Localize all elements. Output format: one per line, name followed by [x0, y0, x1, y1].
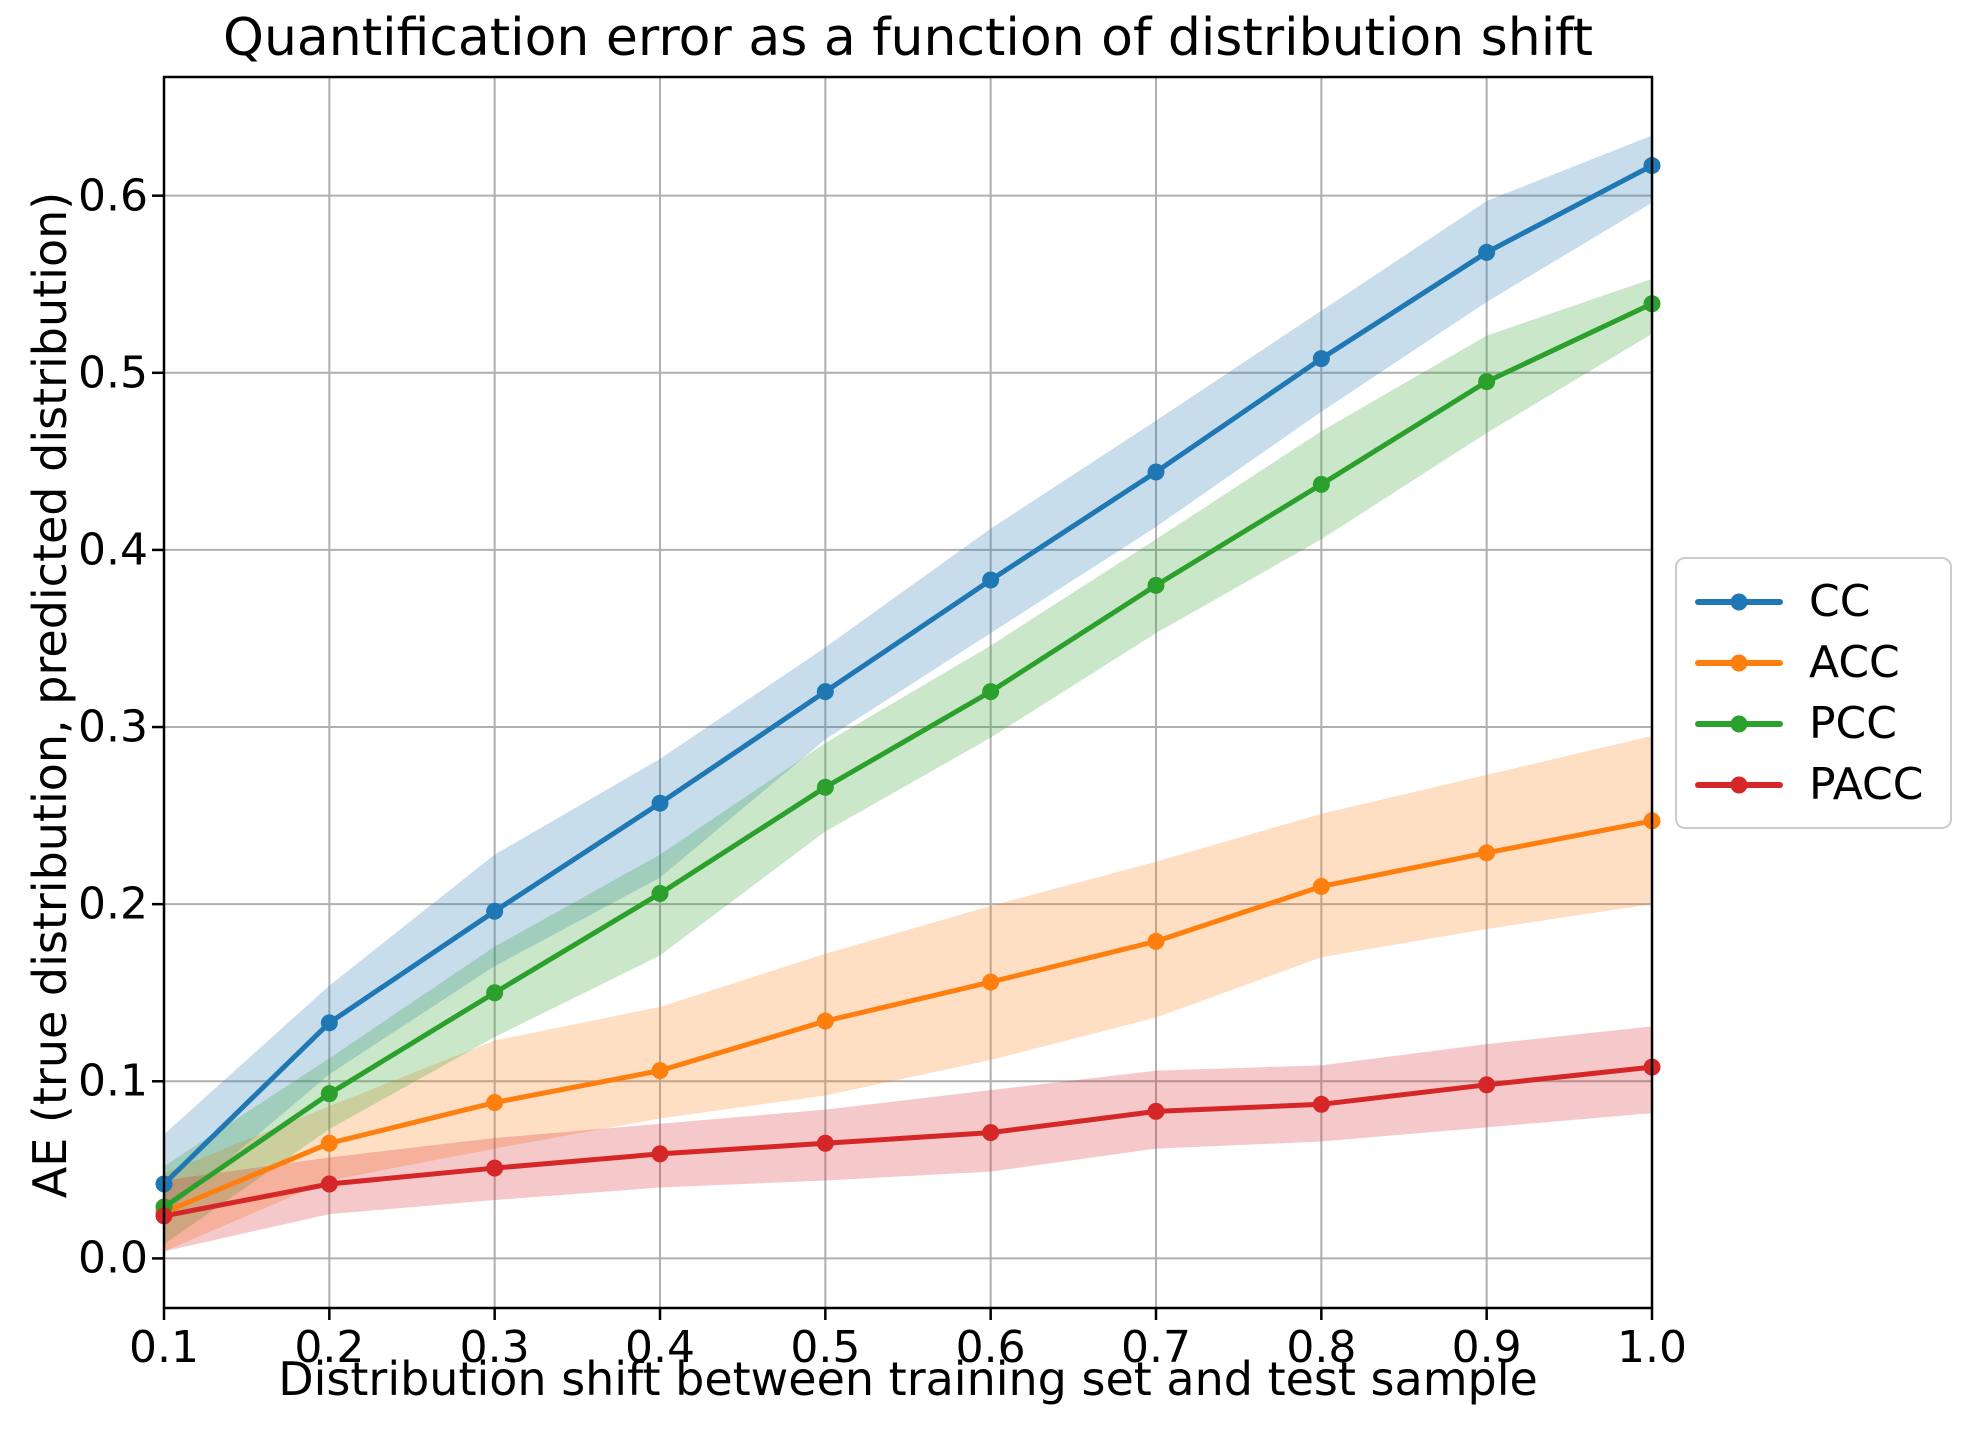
legend-label-acc: ACC [1809, 636, 1900, 688]
legend-line-icon-acc [1695, 654, 1783, 671]
data-point-cc [982, 571, 1000, 589]
y-tick-label: 0.5 [78, 347, 148, 399]
data-point-pacc [320, 1175, 338, 1193]
legend-marker-icon-pcc [1730, 715, 1748, 732]
markers-pcc [155, 295, 1661, 1216]
x-tick-label: 0.8 [1286, 1322, 1357, 1373]
data-point-cc [320, 1014, 338, 1032]
legend-line-icon-pacc [1695, 776, 1783, 793]
x-tick-label: 0.7 [1121, 1322, 1191, 1373]
band-pcc [164, 278, 1652, 1245]
data-point-acc [1312, 877, 1330, 895]
series-markers-layer [155, 157, 1661, 1225]
x-tick-label: 0.3 [459, 1322, 530, 1373]
data-point-pacc [486, 1159, 504, 1177]
legend-marker-icon-acc [1730, 654, 1748, 671]
data-point-pacc [1478, 1076, 1496, 1094]
x-tick-label: 0.6 [955, 1322, 1026, 1373]
markers-pacc [155, 1058, 1661, 1225]
data-point-cc [1478, 243, 1496, 261]
legend-item-pacc: PACC [1695, 754, 1932, 815]
line-pcc [161, 301, 1655, 1210]
y-tick-label: 0.1 [78, 1055, 148, 1107]
data-point-pacc [816, 1134, 834, 1152]
x-tick-label: 1.0 [1617, 1322, 1687, 1373]
data-point-pcc [982, 683, 1000, 701]
y-axis-label: AE (true distribution, predicted distrib… [23, 191, 77, 1199]
line-pacc [161, 1064, 1655, 1219]
data-point-pcc [320, 1085, 338, 1103]
data-point-cc [1312, 350, 1330, 368]
data-point-pcc [486, 984, 504, 1002]
data-point-acc [1147, 932, 1165, 950]
y-tick-label: 0.2 [78, 878, 148, 930]
y-tick-label: 0.3 [78, 701, 148, 753]
tick-marks-layer [152, 194, 1654, 1320]
legend-marker-icon-pacc [1730, 776, 1748, 793]
data-point-acc [1478, 844, 1496, 862]
line-cc [161, 163, 1655, 1187]
y-tick-label: 0.6 [78, 170, 148, 222]
data-point-pcc [1312, 475, 1330, 493]
x-tick-label: 0.4 [625, 1322, 695, 1373]
data-point-acc [816, 1012, 834, 1030]
legend-item-acc: ACC [1695, 632, 1932, 693]
data-point-acc [486, 1094, 504, 1112]
legend-label-pcc: PCC [1809, 697, 1897, 749]
band-cc [164, 135, 1652, 1215]
x-tick-label: 0.1 [129, 1322, 199, 1373]
data-point-pcc [816, 778, 834, 796]
data-point-cc [651, 794, 669, 812]
data-point-pacc [651, 1145, 669, 1163]
legend-line-icon-pcc [1695, 715, 1783, 732]
band-acc [164, 735, 1652, 1252]
data-point-cc [486, 902, 504, 920]
data-point-acc [982, 973, 1000, 991]
series-lines-layer [161, 163, 1655, 1219]
x-axis-label: Distribution shift between training set … [278, 1352, 1538, 1406]
data-point-acc [651, 1062, 669, 1080]
legend-marker-icon-cc [1730, 593, 1748, 610]
legend: CC ACC PCC PACC [1675, 557, 1952, 829]
data-point-pacc [1147, 1102, 1165, 1120]
data-point-pcc [651, 885, 669, 903]
y-tick-label: 0.0 [78, 1232, 148, 1284]
data-point-pcc [1478, 373, 1496, 391]
x-tick-label: 0.5 [790, 1322, 861, 1373]
data-point-cc [816, 683, 834, 701]
x-tick-label: 0.9 [1451, 1322, 1522, 1373]
legend-line-icon-cc [1695, 593, 1783, 610]
legend-item-pcc: PCC [1695, 693, 1932, 754]
markers-acc [155, 812, 1661, 1221]
markers-cc [155, 157, 1661, 1193]
legend-label-pacc: PACC [1809, 758, 1924, 810]
axes-frame [162, 75, 1654, 1310]
data-point-acc [320, 1134, 338, 1152]
line-acc [161, 818, 1655, 1215]
data-point-pacc [982, 1124, 1000, 1142]
legend-item-cc: CC [1695, 571, 1932, 632]
confidence-bands-layer [164, 135, 1652, 1252]
data-point-pcc [1147, 576, 1165, 594]
chart-title: Quantification error as a function of di… [223, 8, 1593, 68]
data-point-cc [1147, 463, 1165, 481]
y-tick-label: 0.4 [78, 524, 148, 576]
legend-label-cc: CC [1809, 575, 1871, 627]
data-point-pacc [1312, 1095, 1330, 1113]
x-tick-label: 0.2 [294, 1322, 365, 1373]
